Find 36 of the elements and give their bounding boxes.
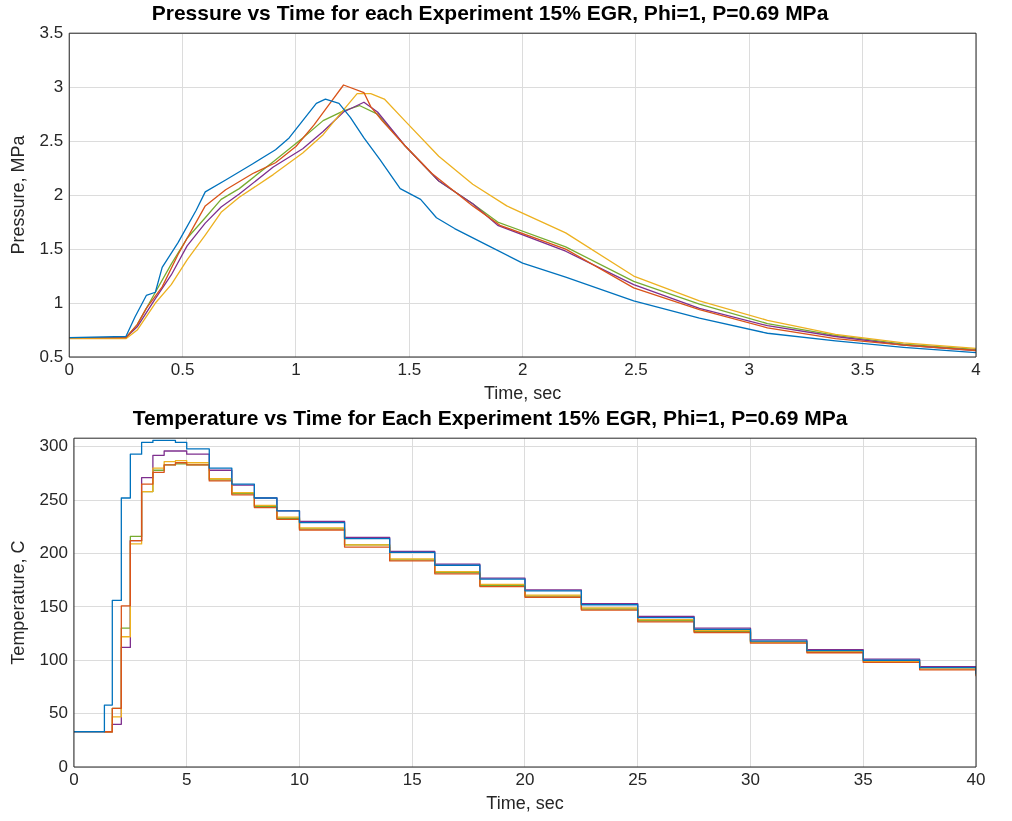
x-tick-label: 2 xyxy=(517,359,528,379)
x-tick-label: 1.5 xyxy=(397,359,422,379)
y-tick-label: 1.5 xyxy=(39,238,64,258)
chart-title: Pressure vs Time for each Experiment 15% EGR, Phi=1, P=0.69 MPa xyxy=(151,1,829,25)
y-axis-title: Pressure, MPa xyxy=(7,134,28,255)
x-axis-title: Time, sec xyxy=(486,793,564,814)
x-tick-label: 15 xyxy=(402,769,422,789)
x-tick-label: 4 xyxy=(971,359,981,379)
x-tick-label: 40 xyxy=(966,769,986,789)
x-tick-label: 2.5 xyxy=(624,359,648,379)
x-tick-label: 20 xyxy=(515,769,535,789)
x-tick-label: 30 xyxy=(741,769,760,789)
y-tick-label: 1 xyxy=(53,292,64,312)
y-tick-label: 250 xyxy=(39,489,68,509)
y-tick-label: 2 xyxy=(53,184,64,204)
x-tick-label: 0.5 xyxy=(170,359,195,379)
x-tick-label: 35 xyxy=(853,769,873,789)
x-tick-label: 1 xyxy=(291,359,301,379)
x-tick-label: 5 xyxy=(181,769,192,789)
x-tick-label: 3.5 xyxy=(850,359,875,379)
x-tick-label: 3 xyxy=(744,359,755,379)
y-tick-label: 3.5 xyxy=(39,22,64,42)
y-tick-label: 2.5 xyxy=(39,130,64,150)
y-tick-label: 100 xyxy=(39,649,68,669)
y-tick-label: 0.5 xyxy=(39,346,64,366)
y-tick-label: 150 xyxy=(39,596,68,616)
y-tick-label: 300 xyxy=(39,436,68,456)
y-tick-label: 3 xyxy=(53,76,64,96)
y-tick-label: 50 xyxy=(49,703,68,723)
chart-title: Temperature vs Time for Each Experiment 15% EGR, Phi=1, P=0.69 MPa xyxy=(132,406,848,430)
y-tick-label: 0 xyxy=(58,756,68,776)
y-axis-title: Temperature, C xyxy=(7,540,28,665)
y-tick-label: 200 xyxy=(39,543,68,563)
x-axis-title: Time, sec xyxy=(483,383,562,404)
x-tick-label: 10 xyxy=(290,769,309,789)
x-tick-label: 25 xyxy=(628,769,648,789)
